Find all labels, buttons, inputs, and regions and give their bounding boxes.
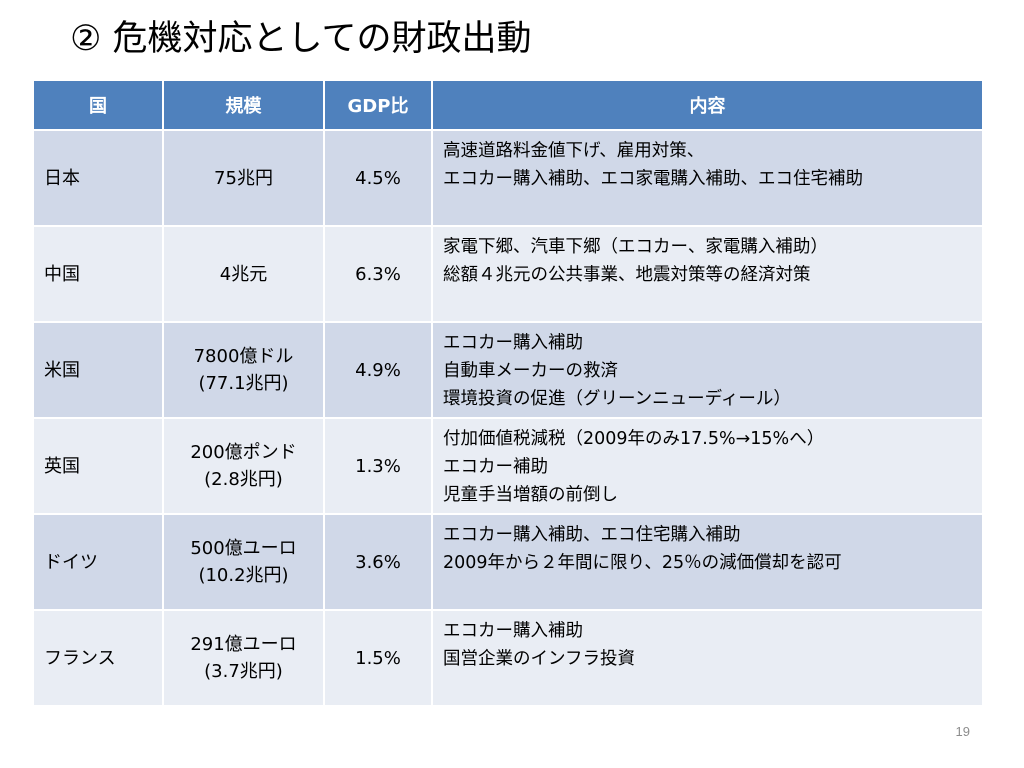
- table-row: 中国 4兆元 6.3% 家電下郷、汽車下郷（エコカー、家電購入補助） 総額４兆元…: [32, 225, 984, 323]
- scale-cell: 291億ユーロ (3.7兆円): [162, 609, 325, 707]
- scale-cell: 75兆円: [162, 129, 325, 227]
- country-cell: ドイツ: [32, 513, 164, 611]
- scale-line: 75兆円: [214, 167, 273, 189]
- content-cell: エコカー購入補助 国営企業のインフラ投資: [431, 609, 984, 707]
- table-row: フランス 291億ユーロ (3.7兆円) 1.5% エコカー購入補助 国営企業の…: [32, 609, 984, 707]
- content-line: 総額４兆元の公共事業、地震対策等の経済対策: [443, 265, 811, 285]
- content-line: 児童手当増額の前倒し: [443, 485, 618, 505]
- content-line: エコカー購入補助、エコ家電購入補助、エコ住宅補助: [443, 169, 863, 189]
- gdp-ratio-cell: 1.3%: [323, 417, 433, 515]
- country-cell: 中国: [32, 225, 164, 323]
- table-row: 米国 7800億ドル (77.1兆円) 4.9% エコカー購入補助 自動車メーカ…: [32, 321, 984, 419]
- content-cell: 家電下郷、汽車下郷（エコカー、家電購入補助） 総額４兆元の公共事業、地震対策等の…: [431, 225, 984, 323]
- country-cell: 米国: [32, 321, 164, 419]
- content-line: 自動車メーカーの救済: [443, 361, 618, 381]
- header-country: 国: [32, 79, 164, 131]
- scale-line: 200億ポンド: [190, 442, 297, 463]
- header-scale: 規模: [162, 79, 325, 131]
- content-line: 高速道路料金値下げ、雇用対策、: [443, 141, 705, 161]
- gdp-ratio-cell: 3.6%: [323, 513, 433, 611]
- scale-cell: 200億ポンド (2.8兆円): [162, 417, 325, 515]
- slide-title: ② 危機対応としての財政出動: [70, 19, 532, 59]
- scale-line: 7800億ドル: [193, 346, 294, 367]
- content-line: 家電下郷、汽車下郷（エコカー、家電購入補助）: [443, 237, 828, 257]
- content-cell: 高速道路料金値下げ、雇用対策、 エコカー購入補助、エコ家電購入補助、エコ住宅補助: [431, 129, 984, 227]
- gdp-ratio-cell: 1.5%: [323, 609, 433, 707]
- page-number: 19: [955, 724, 970, 739]
- scale-line: (3.7兆円): [204, 661, 283, 682]
- scale-cell: 4兆元: [162, 225, 325, 323]
- scale-cell: 7800億ドル (77.1兆円): [162, 321, 325, 419]
- table-row: ドイツ 500億ユーロ (10.2兆円) 3.6% エコカー購入補助、エコ住宅購…: [32, 513, 984, 611]
- header-row: 国 規模 GDP比 内容: [32, 79, 984, 131]
- content-line: エコカー購入補助: [443, 333, 583, 353]
- content-line: 国営企業のインフラ投資: [443, 649, 635, 669]
- table-row: 英国 200億ポンド (2.8兆円) 1.3% 付加価値税減税（2009年のみ1…: [32, 417, 984, 515]
- country-cell: フランス: [32, 609, 164, 707]
- scale-line: 500億ユーロ: [190, 538, 297, 559]
- header-content: 内容: [431, 79, 984, 131]
- gdp-ratio-cell: 4.9%: [323, 321, 433, 419]
- content-line: 付加価値税減税（2009年のみ17.5%→15%へ）: [443, 429, 825, 449]
- stimulus-table: 国 規模 GDP比 内容 日本 75兆円 4.5% 高速道路料金値下げ、雇用対策…: [32, 79, 984, 707]
- header-gdp-ratio: GDP比: [323, 79, 433, 131]
- content-line: エコカー購入補助、エコ住宅購入補助: [443, 525, 741, 545]
- content-cell: エコカー購入補助、エコ住宅購入補助 2009年から２年間に限り、25％の減価償却…: [431, 513, 984, 611]
- gdp-ratio-cell: 6.3%: [323, 225, 433, 323]
- scale-line: (10.2兆円): [198, 565, 289, 586]
- content-cell: エコカー購入補助 自動車メーカーの救済 環境投資の促進（グリーンニューディール）: [431, 321, 984, 419]
- country-cell: 日本: [32, 129, 164, 227]
- content-cell: 付加価値税減税（2009年のみ17.5%→15%へ） エコカー補助 児童手当増額…: [431, 417, 984, 515]
- scale-cell: 500億ユーロ (10.2兆円): [162, 513, 325, 611]
- content-line: エコカー購入補助: [443, 621, 583, 641]
- scale-line: (77.1兆円): [198, 373, 289, 394]
- table-row: 日本 75兆円 4.5% 高速道路料金値下げ、雇用対策、 エコカー購入補助、エコ…: [32, 129, 984, 227]
- scale-line: 4兆元: [219, 263, 268, 285]
- scale-line: 291億ユーロ: [190, 634, 297, 655]
- content-line: 2009年から２年間に限り、25％の減価償却を認可: [443, 553, 842, 573]
- gdp-ratio-cell: 4.5%: [323, 129, 433, 227]
- content-line: エコカー補助: [443, 457, 548, 477]
- country-cell: 英国: [32, 417, 164, 515]
- scale-line: (2.8兆円): [204, 469, 283, 490]
- content-line: 環境投資の促進（グリーンニューディール）: [443, 389, 791, 409]
